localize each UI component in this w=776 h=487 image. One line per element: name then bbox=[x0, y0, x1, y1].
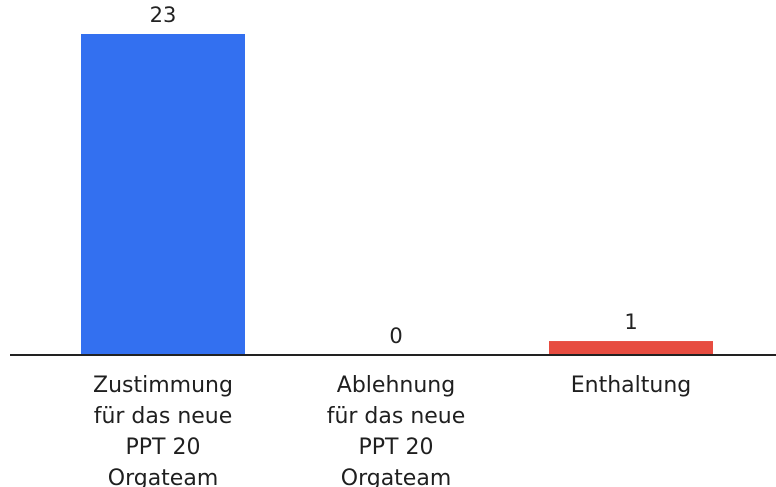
category-label-1: Ablehnung für das neue PPT 20 Orgateam bbox=[327, 373, 466, 487]
value-label-2: 1 bbox=[624, 310, 637, 334]
category-label-line: Ablehnung bbox=[337, 373, 455, 398]
category-label-line: Orgateam bbox=[341, 466, 452, 487]
bar-0 bbox=[81, 34, 245, 355]
value-label-0: 23 bbox=[150, 3, 177, 27]
value-labels-group: 23 0 1 bbox=[150, 3, 638, 348]
category-label-0: Zustimmung für das neue PPT 20 Orgateam bbox=[93, 373, 233, 487]
bars-group bbox=[81, 34, 713, 355]
bar-2 bbox=[549, 341, 713, 355]
category-label-line: PPT 20 bbox=[126, 435, 201, 460]
category-labels-group: Zustimmung für das neue PPT 20 OrgateamAble… bbox=[93, 373, 691, 487]
category-label-line: Enthaltung bbox=[571, 373, 691, 398]
category-label-line: PPT 20 bbox=[359, 435, 434, 460]
category-label-line: Zustimmung bbox=[93, 373, 233, 398]
category-label-2: Enthaltung bbox=[571, 373, 691, 398]
category-label-line: Orgateam bbox=[108, 466, 219, 487]
category-label-line: für das neue bbox=[94, 404, 233, 429]
value-label-1: 0 bbox=[389, 324, 402, 348]
category-label-line: für das neue bbox=[327, 404, 466, 429]
